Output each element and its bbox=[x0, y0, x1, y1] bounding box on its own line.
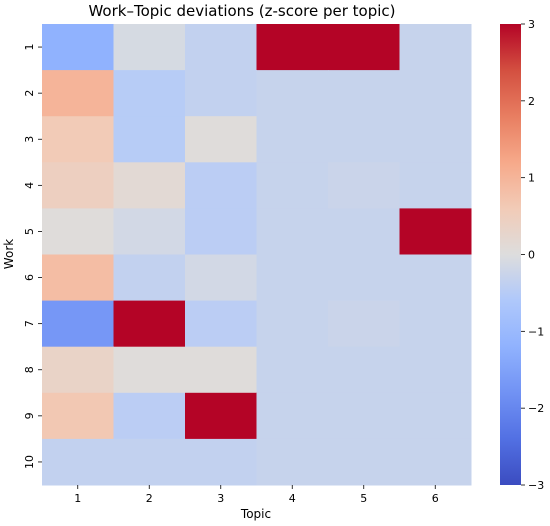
y-tick-label: 9 bbox=[23, 412, 36, 419]
heatmap-cell bbox=[399, 208, 472, 255]
x-tick-label: 2 bbox=[146, 492, 153, 505]
heatmap-cell bbox=[256, 300, 329, 348]
y-tick-label: 3 bbox=[23, 136, 36, 143]
heatmap-cell bbox=[399, 346, 472, 394]
heatmap-cell bbox=[256, 254, 329, 302]
colorbar-tick-label: 3 bbox=[528, 18, 535, 31]
heatmap-cell bbox=[328, 392, 400, 440]
colorbar-tick-label: −3 bbox=[528, 479, 544, 492]
y-tick-label: 1 bbox=[23, 44, 36, 51]
y-tick-label: 4 bbox=[23, 182, 36, 189]
heatmap-cell bbox=[256, 24, 329, 71]
heatmap-cell bbox=[42, 438, 114, 486]
heatmap-cell bbox=[42, 208, 114, 255]
heatmap-cell bbox=[42, 162, 114, 209]
heatmap-cell bbox=[113, 392, 186, 440]
x-tick-label: 1 bbox=[74, 492, 81, 505]
colorbar-tick-label: −2 bbox=[528, 402, 544, 415]
heatmap-cell bbox=[185, 346, 257, 394]
heatmap-cell bbox=[185, 254, 257, 302]
heatmap-cell bbox=[185, 208, 257, 255]
colorbar-ticks: 3 2 1 0 −1 −2 −3 bbox=[521, 18, 544, 492]
heatmap-cell bbox=[256, 116, 329, 163]
heatmap-cell bbox=[399, 392, 472, 440]
heatmap-cell bbox=[328, 346, 400, 394]
heatmap-cell bbox=[42, 24, 114, 71]
heatmap-cell bbox=[113, 24, 186, 71]
heatmap-cell bbox=[113, 254, 186, 302]
chart-title: Work–Topic deviations (z-score per topic… bbox=[88, 2, 395, 20]
heatmap-cell bbox=[113, 300, 186, 348]
heatmap-cell bbox=[42, 70, 114, 117]
heatmap-cell bbox=[42, 254, 114, 302]
y-tick-label: 6 bbox=[23, 274, 36, 281]
heatmap-cell bbox=[328, 162, 400, 209]
heatmap-cell bbox=[399, 116, 472, 163]
heatmap-cell bbox=[42, 116, 114, 163]
heatmap-cell bbox=[185, 438, 257, 486]
heatmap-cell bbox=[113, 208, 186, 255]
y-tick-label: 10 bbox=[23, 455, 36, 469]
colorbar-tick-label: 0 bbox=[528, 249, 535, 262]
colorbar-tick-label: 1 bbox=[528, 172, 535, 185]
heatmap-cell bbox=[399, 254, 472, 302]
x-tick-label: 5 bbox=[360, 492, 367, 505]
heatmap-cell bbox=[113, 346, 186, 394]
heatmap-cell bbox=[113, 116, 186, 163]
heatmap-cell bbox=[328, 254, 400, 302]
heatmap-cell bbox=[185, 162, 257, 209]
x-axis-ticks: 1 2 3 4 5 6 bbox=[74, 485, 439, 505]
heatmap-cell bbox=[328, 438, 400, 486]
heatmap-cell bbox=[399, 70, 472, 117]
heatmap-cell bbox=[256, 162, 329, 209]
heatmap-cell bbox=[42, 392, 114, 440]
heatmap-cell bbox=[185, 392, 257, 440]
y-tick-label: 5 bbox=[23, 228, 36, 235]
heatmap-cell bbox=[328, 70, 400, 117]
x-tick-label: 3 bbox=[217, 492, 224, 505]
heatmap-cell bbox=[328, 300, 400, 348]
heatmap-cell bbox=[42, 346, 114, 394]
heatmap-cell bbox=[185, 300, 257, 348]
colorbar-tick-label: −1 bbox=[528, 325, 544, 338]
heatmap-cell bbox=[256, 438, 329, 486]
heatmap-cell bbox=[399, 24, 472, 71]
heatmap-cell bbox=[328, 24, 400, 71]
y-tick-label: 2 bbox=[23, 90, 36, 97]
heatmap-cell bbox=[113, 438, 186, 486]
heatmap-cell bbox=[185, 70, 257, 117]
heatmap-cell bbox=[113, 162, 186, 209]
x-tick-label: 6 bbox=[432, 492, 439, 505]
heatmap-cell bbox=[256, 346, 329, 394]
y-axis-ticks: 1 2 3 4 5 6 7 8 9 10 bbox=[23, 44, 42, 469]
y-axis-label: Work bbox=[2, 239, 16, 269]
heatmap-cell bbox=[328, 208, 400, 255]
y-tick-label: 7 bbox=[23, 320, 36, 327]
heatmap-cell bbox=[185, 116, 257, 163]
heatmap-cell bbox=[42, 300, 114, 348]
colorbar-tick-label: 2 bbox=[528, 95, 535, 108]
heatmap-cell bbox=[113, 70, 186, 117]
heatmap-cell bbox=[256, 392, 329, 440]
x-axis-label: Topic bbox=[240, 507, 271, 521]
heatmap-cell bbox=[185, 24, 257, 71]
heatmap-cell bbox=[328, 116, 400, 163]
heatmap-cells bbox=[42, 24, 472, 486]
heatmap-cell bbox=[399, 438, 472, 486]
colorbar bbox=[500, 24, 521, 485]
heatmap-cell bbox=[399, 300, 472, 348]
x-tick-label: 4 bbox=[289, 492, 296, 505]
heatmap-cell bbox=[256, 208, 329, 255]
y-tick-label: 8 bbox=[23, 366, 36, 373]
heatmap-cell bbox=[256, 70, 329, 117]
heatmap-cell bbox=[399, 162, 472, 209]
